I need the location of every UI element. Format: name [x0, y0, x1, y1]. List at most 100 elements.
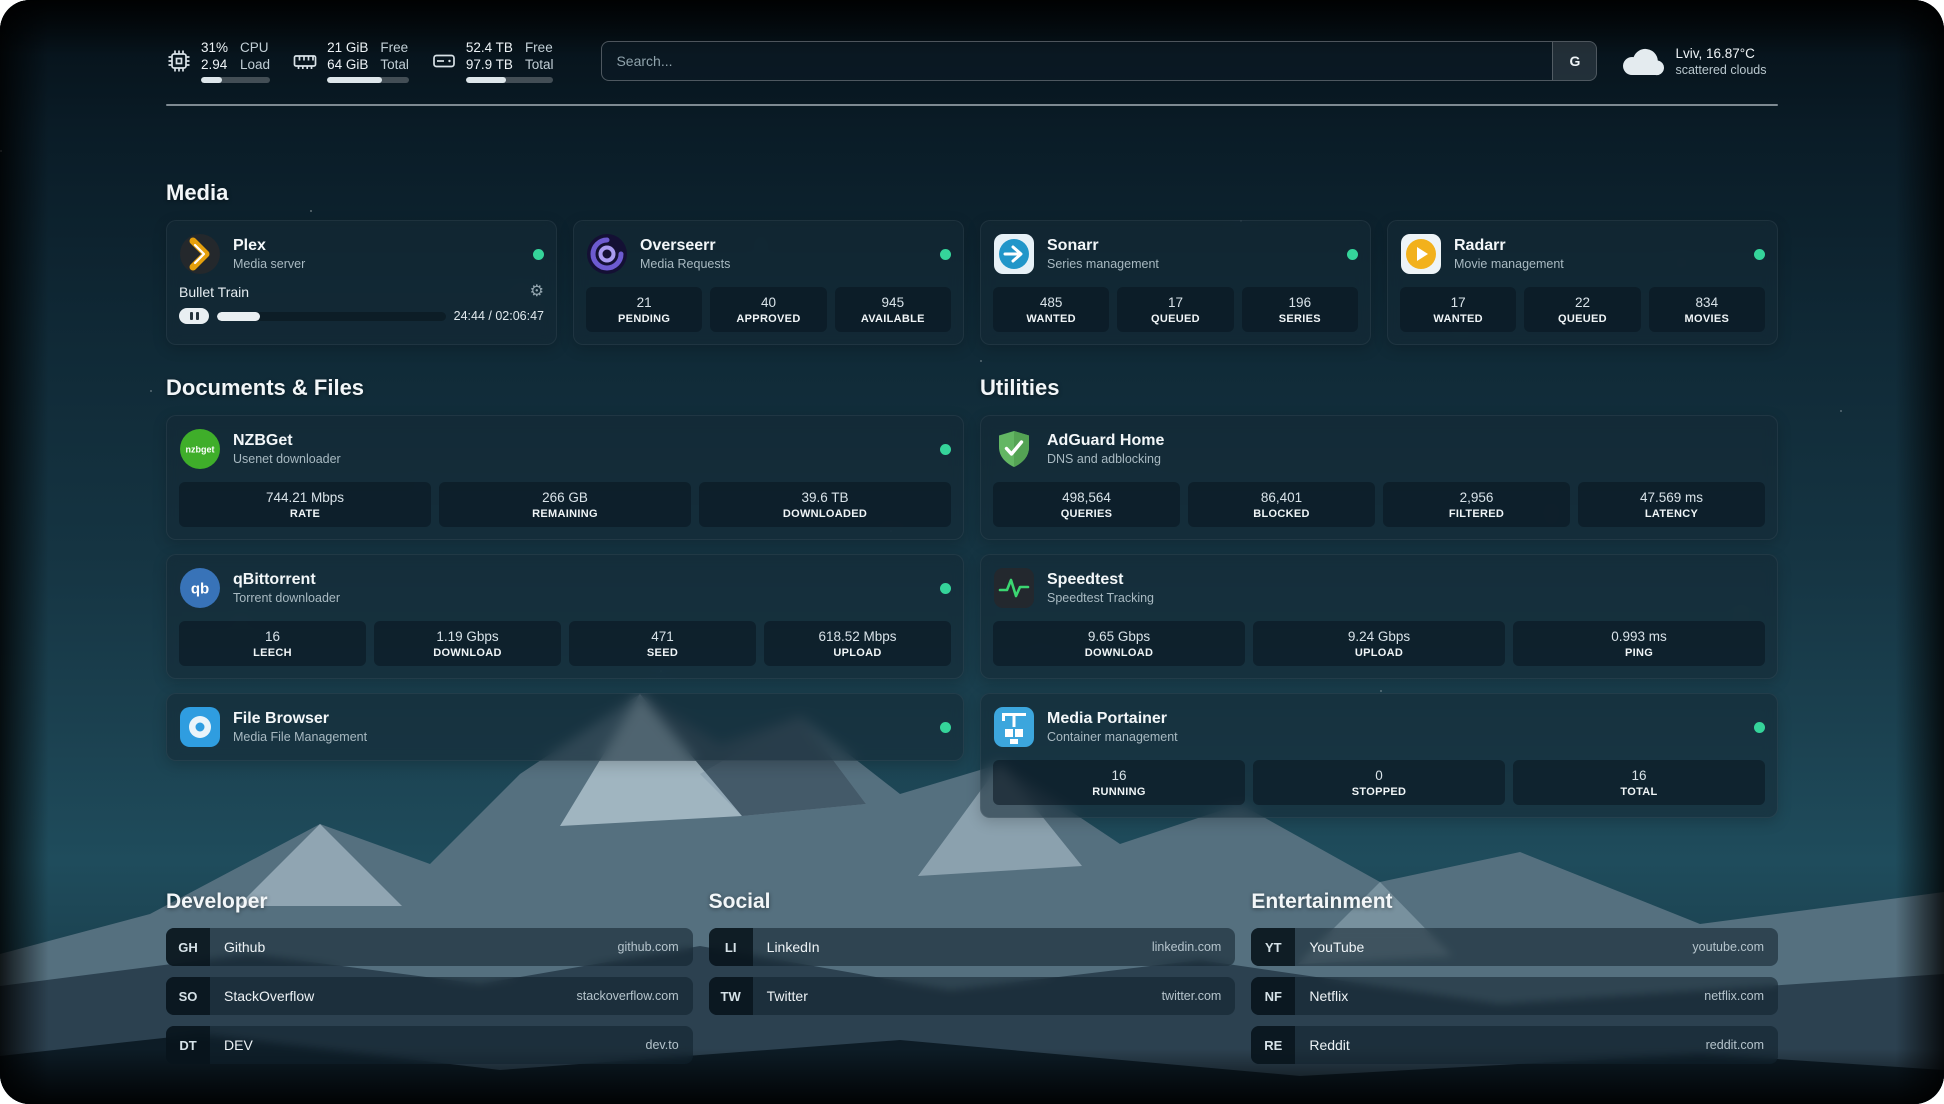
bookmark-group-entertainment: Entertainment YT YouTube youtube.com NF … — [1251, 890, 1778, 1075]
bookmark-name: Netflix — [1309, 988, 1348, 1004]
cpu-widget: 31% CPU 2.94 Load — [166, 39, 270, 83]
cpu-usage-label: CPU — [240, 39, 270, 56]
svg-text:qb: qb — [191, 581, 209, 598]
disk-total-label: Total — [525, 56, 554, 73]
svg-text:nzbget: nzbget — [186, 445, 215, 455]
sonarr-icon — [993, 233, 1035, 275]
bookmark-twitter[interactable]: TW Twitter twitter.com — [709, 977, 1236, 1015]
bookmark-url: github.com — [618, 940, 679, 954]
disk-widget: 52.4 TB Free 97.9 TB Total — [431, 39, 554, 83]
status-dot — [940, 583, 951, 594]
memory-widget: 21 GiB Free 64 GiB Total — [292, 39, 409, 83]
memory-progress-fill — [327, 77, 382, 83]
search-provider-button[interactable]: G — [1552, 42, 1596, 80]
bookmark-stackoverflow[interactable]: SO StackOverflow stackoverflow.com — [166, 977, 693, 1015]
service-card-adguard[interactable]: AdGuard Home DNS and adblocking 498,564 … — [980, 415, 1778, 540]
header: 31% CPU 2.94 Load 21 GiB Free 64 GiB Tot… — [166, 32, 1778, 90]
service-name: Speedtest — [1047, 570, 1154, 590]
bookmark-name: Github — [224, 939, 265, 955]
stat-wanted: 485 WANTED — [993, 287, 1109, 332]
service-subtitle: Movie management — [1454, 256, 1564, 272]
service-subtitle: Media server — [233, 256, 305, 272]
stat-download: 1.19 Gbps DOWNLOAD — [374, 621, 561, 666]
stat-blocked: 86,401 BLOCKED — [1188, 482, 1375, 527]
section-media: Media Plex Media server — [166, 180, 1778, 345]
plex-icon — [179, 233, 221, 275]
bookmark-group-social: Social LI LinkedIn linkedin.com TW Twitt… — [709, 890, 1236, 1075]
service-card-sonarr[interactable]: Sonarr Series management 485 WANTED 17 Q… — [980, 220, 1371, 345]
documents-section-title: Documents & Files — [166, 375, 964, 401]
service-subtitle: DNS and adblocking — [1047, 451, 1164, 467]
bookmark-github[interactable]: GH Github github.com — [166, 928, 693, 966]
service-name: AdGuard Home — [1047, 431, 1164, 451]
stat-upload: 9.24 Gbps UPLOAD — [1253, 621, 1505, 666]
memory-free-value: 21 GiB — [327, 39, 368, 56]
memory-total-label: Total — [380, 56, 409, 73]
stat-leech: 16 LEECH — [179, 621, 366, 666]
bookmark-url: dev.to — [646, 1038, 679, 1052]
service-name: qBittorrent — [233, 570, 340, 590]
bookmark-abbr: TW — [709, 977, 753, 1015]
service-card-filebrowser[interactable]: File Browser Media File Management — [166, 693, 964, 761]
bookmark-name: DEV — [224, 1037, 253, 1053]
disk-total-value: 97.9 TB — [466, 56, 513, 73]
stat-queries: 498,564 QUERIES — [993, 482, 1180, 527]
bookmark-abbr: SO — [166, 977, 210, 1015]
service-card-plex[interactable]: Plex Media server Bullet Train ⚙ 24:44 /… — [166, 220, 557, 345]
bookmark-name: Twitter — [767, 988, 808, 1004]
memory-total-value: 64 GiB — [327, 56, 368, 73]
stat-available: 945 AVAILABLE — [835, 287, 951, 332]
disk-progress-fill — [466, 77, 506, 83]
service-card-qbittorrent[interactable]: qb qBittorrent Torrent downloader 16 LEE… — [166, 554, 964, 679]
cloud-icon — [1621, 46, 1665, 76]
service-card-portainer[interactable]: Media Portainer Container management 16 … — [980, 693, 1778, 818]
service-subtitle: Speedtest Tracking — [1047, 590, 1154, 606]
cpu-load-value: 2.94 — [201, 56, 228, 73]
dashboard-screen: 31% CPU 2.94 Load 21 GiB Free 64 GiB Tot… — [0, 0, 1944, 1104]
bookmark-abbr: YT — [1251, 928, 1295, 966]
status-dot — [940, 444, 951, 455]
stat-running: 16 RUNNING — [993, 760, 1245, 805]
stat-downloaded: 39.6 TB DOWNLOADED — [699, 482, 951, 527]
bookmark-youtube[interactable]: YT YouTube youtube.com — [1251, 928, 1778, 966]
bookmark-url: stackoverflow.com — [577, 989, 679, 1003]
search-input[interactable] — [602, 42, 1552, 80]
service-card-nzbget[interactable]: nzbget NZBGet Usenet downloader 744.21 M… — [166, 415, 964, 540]
service-name: File Browser — [233, 709, 367, 729]
bookmark-netflix[interactable]: NF Netflix netflix.com — [1251, 977, 1778, 1015]
service-subtitle: Media Requests — [640, 256, 730, 272]
search-bar: G — [601, 41, 1597, 81]
service-subtitle: Media File Management — [233, 729, 367, 745]
service-card-radarr[interactable]: Radarr Movie management 17 WANTED 22 QUE… — [1387, 220, 1778, 345]
service-card-speedtest[interactable]: Speedtest Speedtest Tracking 9.65 Gbps D… — [980, 554, 1778, 679]
service-card-overseerr[interactable]: Overseerr Media Requests 21 PENDING 40 A… — [573, 220, 964, 345]
bookmark-url: youtube.com — [1692, 940, 1764, 954]
cpu-usage-value: 31% — [201, 39, 228, 56]
stat-seed: 471 SEED — [569, 621, 756, 666]
disk-free-label: Free — [525, 39, 554, 56]
stat-ping: 0.993 ms PING — [1513, 621, 1765, 666]
weather-location: Lviv, 16.87°C — [1675, 45, 1766, 62]
service-name: Overseerr — [640, 236, 730, 256]
utilities-section-title: Utilities — [980, 375, 1778, 401]
radarr-icon — [1400, 233, 1442, 275]
bookmark-dev[interactable]: DT DEV dev.to — [166, 1026, 693, 1064]
section-documents: Documents & Files nzbget NZBGet Usenet d… — [166, 375, 964, 832]
service-subtitle: Usenet downloader — [233, 451, 341, 467]
status-dot — [1347, 249, 1358, 260]
bookmark-url: linkedin.com — [1152, 940, 1221, 954]
bookmark-url: reddit.com — [1706, 1038, 1764, 1052]
bookmark-reddit[interactable]: RE Reddit reddit.com — [1251, 1026, 1778, 1064]
media-section-title: Media — [166, 180, 1778, 206]
service-subtitle: Torrent downloader — [233, 590, 340, 606]
pause-button[interactable] — [179, 308, 209, 324]
stat-total: 16 TOTAL — [1513, 760, 1765, 805]
dashboard-content: 31% CPU 2.94 Load 21 GiB Free 64 GiB Tot… — [0, 0, 1944, 1104]
gear-icon[interactable]: ⚙ — [530, 284, 544, 300]
cpu-load-label: Load — [240, 56, 270, 73]
bookmark-linkedin[interactable]: LI LinkedIn linkedin.com — [709, 928, 1236, 966]
status-dot — [940, 249, 951, 260]
playback-progress-bar[interactable] — [217, 312, 446, 321]
bookmark-name: StackOverflow — [224, 988, 314, 1004]
memory-progress-bar — [327, 77, 409, 83]
